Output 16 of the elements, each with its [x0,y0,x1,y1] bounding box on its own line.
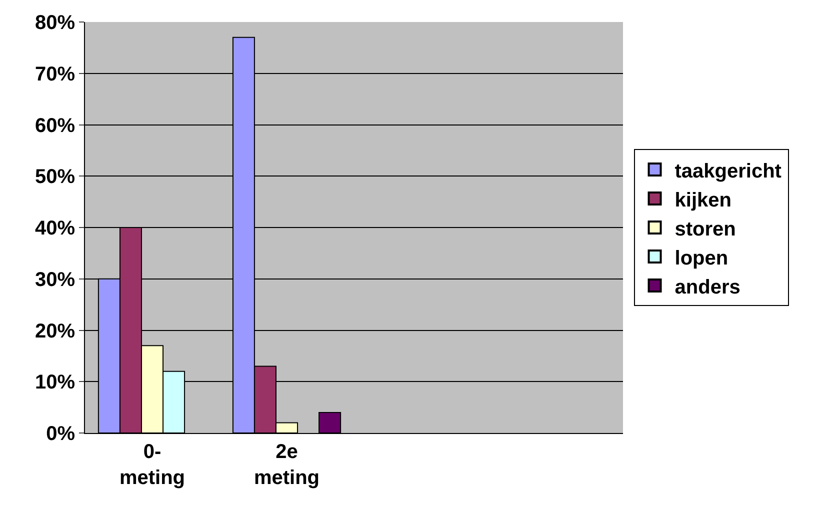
legend-label: lopen [674,247,728,270]
y-tick-label: 70% [34,63,76,86]
x-tick-label: 0- meting [119,441,186,489]
y-tick-label: 0% [46,423,76,445]
y-tick-label: 10% [34,372,76,394]
x-tick-label: 2e meting [254,441,320,489]
y-tick-label: 80% [34,12,76,34]
y-tick-label: 30% [34,268,76,291]
y-tick-label: 50% [34,166,76,188]
legend-label: kijken [674,189,732,212]
y-tick-label: 40% [34,218,76,240]
legend-label: storen [674,218,736,240]
y-tick-label: 60% [34,114,76,137]
legend-label: taakgericht [674,160,782,182]
legend-label: anders [674,276,740,298]
y-tick-label: 20% [34,320,76,342]
